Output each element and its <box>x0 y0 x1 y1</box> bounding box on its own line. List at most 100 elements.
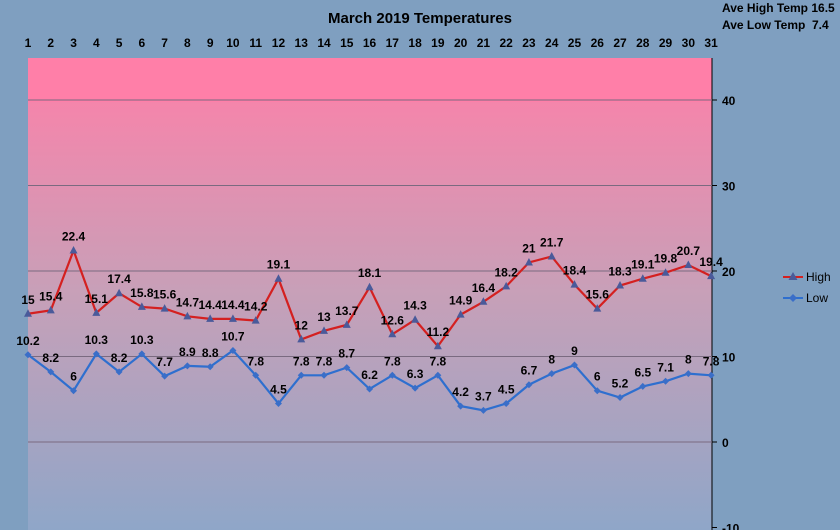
high-point <box>638 274 647 282</box>
data-label: 6.5 <box>634 365 651 379</box>
series-lines <box>24 245 716 414</box>
y-tick-labels: 40 30 20 10 0 -10 <box>712 94 740 530</box>
low-point <box>92 350 100 358</box>
x-tick-label: 21 <box>477 36 491 50</box>
data-label: 19.4 <box>699 255 723 269</box>
ave-high-stat: Ave High Temp 16.5 <box>722 1 835 15</box>
y-tick-label: 20 <box>722 265 736 279</box>
high-point <box>661 268 670 276</box>
low-point <box>183 362 191 370</box>
data-label: 15.1 <box>85 292 109 306</box>
x-tick-label: 19 <box>431 36 445 50</box>
ave-low-stat: Ave Low Temp 7.4 <box>722 18 829 32</box>
low-point <box>252 371 260 379</box>
data-label: 7.8 <box>247 354 264 368</box>
low-point <box>502 400 510 408</box>
data-labels: 15 15.422.415.117.415.8 15.614.7 14.4 14.4 14… <box>16 229 723 403</box>
x-tick-label: 7 <box>161 36 168 50</box>
x-tick-label: 1 <box>25 36 32 50</box>
data-label: 16.4 <box>472 281 496 295</box>
chart-title: March 2019 Temperatures <box>328 10 512 27</box>
high-point <box>160 304 169 312</box>
data-label: 8.2 <box>42 351 59 365</box>
y-tick-label: 30 <box>722 180 736 194</box>
data-label: 14.3 <box>403 299 427 313</box>
x-tick-label: 17 <box>386 36 400 50</box>
data-label: 8.7 <box>338 347 355 361</box>
low-point <box>707 371 715 379</box>
low-point <box>297 371 305 379</box>
data-label: 14.9 <box>449 294 473 308</box>
low-point <box>343 364 351 372</box>
x-tick-label: 13 <box>295 36 309 50</box>
data-label: 6 <box>70 370 77 384</box>
x-tick-label: 4 <box>93 36 100 50</box>
data-label: 7.8 <box>316 354 333 368</box>
x-tick-label: 22 <box>499 36 513 50</box>
high-point <box>388 329 397 338</box>
plot-area <box>28 58 712 530</box>
high-point <box>183 311 192 320</box>
data-label: 6.2 <box>361 368 378 382</box>
high-point <box>274 274 283 282</box>
x-tick-labels: 1 2 3 4 5 6 7 8 9 10 11 12 13 14 15 16 17 18 19 20 21 22 23 24 2… <box>25 36 718 50</box>
high-point <box>320 326 329 334</box>
x-tick-label: 18 <box>408 36 422 50</box>
data-label: 10.7 <box>221 330 245 344</box>
high-point <box>92 308 101 316</box>
data-label: 21 <box>522 241 536 255</box>
high-point <box>502 281 511 290</box>
x-tick-label: 16 <box>363 36 377 50</box>
data-label: 20.7 <box>677 244 701 258</box>
data-label: 14.7 <box>176 295 200 309</box>
x-tick-label: 25 <box>568 36 582 50</box>
high-point <box>433 341 442 350</box>
low-point <box>320 371 328 379</box>
x-tick-label: 26 <box>591 36 605 50</box>
data-label: 18.4 <box>563 264 587 278</box>
data-label: 7.7 <box>156 355 173 369</box>
high-point <box>297 334 306 343</box>
data-label: 11.2 <box>427 325 450 339</box>
data-label: 18.2 <box>494 265 518 279</box>
data-label: 14.4 <box>198 298 222 312</box>
data-label: 21.7 <box>540 235 564 249</box>
data-label: 7.8 <box>703 354 720 368</box>
x-tick-label: 31 <box>704 36 718 50</box>
x-tick-label: 27 <box>613 36 627 50</box>
x-tick-label: 20 <box>454 36 468 50</box>
low-point <box>434 371 442 379</box>
high-point <box>115 288 124 297</box>
low-point <box>388 371 396 379</box>
x-tick-label: 5 <box>116 36 123 50</box>
data-label: 10.2 <box>16 334 40 348</box>
x-tick-label: 8 <box>184 36 191 50</box>
data-label: 13 <box>317 310 331 324</box>
y-tick-label: 0 <box>722 436 729 450</box>
data-label: 5.2 <box>612 377 629 391</box>
data-label: 8.8 <box>202 346 219 360</box>
low-point <box>366 385 374 393</box>
data-label: 7.1 <box>657 360 674 374</box>
low-point <box>206 363 214 371</box>
x-tick-label: 30 <box>682 36 696 50</box>
low-point <box>548 370 556 378</box>
low-point <box>479 406 487 414</box>
data-label: 19.1 <box>631 258 655 272</box>
high-point <box>206 314 215 322</box>
y-tick-label: -10 <box>722 522 740 530</box>
low-point <box>616 394 624 402</box>
data-label: 19.8 <box>654 252 678 266</box>
data-label: 6.7 <box>521 364 538 378</box>
data-label: 13.7 <box>335 304 359 318</box>
data-label: 18.1 <box>358 266 382 280</box>
data-label: 7.8 <box>384 354 401 368</box>
low-point <box>115 368 123 376</box>
legend: High Low <box>783 270 831 305</box>
data-label: 14.4 <box>221 298 245 312</box>
gridlines <box>28 99 712 443</box>
high-point <box>365 282 374 291</box>
data-label: 8 <box>685 353 692 367</box>
x-tick-label: 28 <box>636 36 650 50</box>
data-label: 15.6 <box>153 288 177 302</box>
